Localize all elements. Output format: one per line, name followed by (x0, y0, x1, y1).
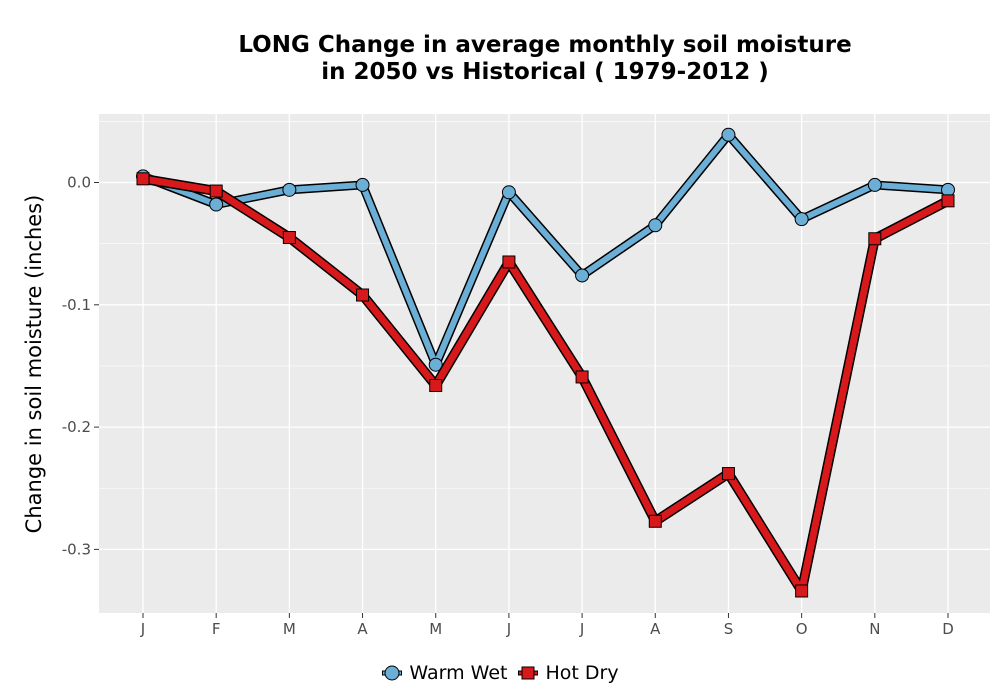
point-warm-wet (428, 357, 443, 372)
x-tick-label: A (650, 620, 661, 638)
chart-title-line-1: LONG Change in average monthly soil mois… (238, 32, 852, 58)
y-tick-label: 0.0 (67, 173, 91, 191)
y-axis-ticks: 0.0 -0.1 -0.2 -0.3 (62, 173, 99, 558)
point-hot-dry (356, 288, 370, 302)
point-hot-dry (941, 194, 955, 208)
point-warm-wet (501, 185, 516, 200)
x-tick-label: D (942, 620, 954, 638)
x-tick-label: S (724, 620, 734, 638)
x-tick-label: M (283, 620, 296, 638)
point-hot-dry (136, 172, 150, 186)
series-line-hot-dry (139, 175, 952, 595)
point-warm-wet (575, 268, 590, 283)
chart-title: LONG Change in average monthly soil mois… (100, 32, 990, 86)
legend-label-hot-dry: Hot Dry (545, 662, 619, 684)
point-hot-dry (575, 370, 589, 384)
point-hot-dry (502, 255, 516, 269)
point-warm-wet (794, 212, 809, 227)
chart-title-line-2: in 2050 vs Historical ( 1979-2012 ) (321, 59, 769, 85)
x-tick-label: A (357, 620, 368, 638)
point-warm-wet (648, 218, 663, 233)
point-hot-dry (648, 514, 662, 528)
point-warm-wet (721, 127, 736, 142)
series-warm-wet (136, 127, 955, 372)
x-tick-label: O (796, 620, 808, 638)
point-warm-wet (209, 197, 224, 212)
legend: Warm Wet Hot Dry (0, 658, 1000, 688)
point-hot-dry (429, 379, 443, 393)
legend-item-hot-dry: Hot Dry (517, 662, 619, 684)
series-hot-dry (136, 172, 955, 598)
point-hot-dry (795, 584, 809, 598)
point-hot-dry (282, 231, 296, 245)
point-hot-dry (209, 184, 223, 198)
x-tick-label: J (579, 620, 584, 638)
point-warm-wet (355, 177, 370, 192)
y-tick-label: -0.2 (62, 418, 91, 436)
legend-swatch-hot-dry (518, 666, 539, 680)
series-line-warm-wet (140, 131, 951, 368)
x-tick-label: J (140, 620, 145, 638)
point-warm-wet (867, 177, 882, 192)
x-tick-label: M (429, 620, 442, 638)
point-warm-wet (282, 182, 297, 197)
y-tick-label: -0.1 (62, 296, 91, 314)
legend-swatch-warm-wet (382, 665, 403, 681)
x-tick-label: N (869, 620, 880, 638)
y-tick-label: -0.3 (62, 540, 91, 558)
legend-item-warm-wet: Warm Wet (381, 662, 507, 684)
point-hot-dry (721, 467, 735, 481)
x-tick-label: J (506, 620, 511, 638)
legend-label-warm-wet: Warm Wet (409, 662, 508, 684)
point-hot-dry (868, 232, 882, 246)
grid-lines (99, 114, 990, 613)
series-layer (136, 127, 955, 598)
x-tick-label: F (212, 620, 221, 638)
